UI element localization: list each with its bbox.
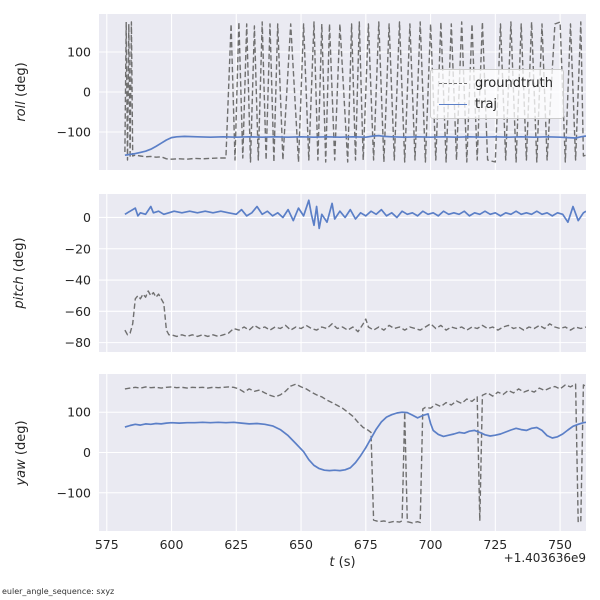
y-tick-label: −80 <box>65 335 91 350</box>
x-tick-label: 700 <box>419 537 443 552</box>
legend-label-groundtruth: groundtruth <box>475 76 554 91</box>
y-tick-label: 100 <box>67 405 91 420</box>
pitch-axis-label: pitch (deg) <box>11 193 29 353</box>
roll-axis-label-var: roll <box>14 101 29 122</box>
groundtruth-line <box>124 383 586 524</box>
groundtruth-line <box>124 290 586 338</box>
yaw-axis-label-var: yaw <box>14 459 29 486</box>
y-tick-label: 0 <box>83 445 91 460</box>
footer-note: euler_angle_sequence: sxyz <box>2 587 115 596</box>
traj-line <box>124 134 586 157</box>
x-axis-label-var: t <box>329 555 335 570</box>
pitch-axis-label-var: pitch <box>12 276 27 309</box>
yaw-axis-label-unit: (deg) <box>14 420 29 456</box>
traj-line <box>124 199 586 230</box>
x-axis-offset-label: +1.403636e9 <box>503 551 586 565</box>
y-tick-label: −100 <box>57 485 91 500</box>
x-axis-label: t (s) <box>282 555 403 570</box>
groundtruth-line-sample-icon <box>439 83 467 84</box>
y-tick-label: 100 <box>67 45 91 60</box>
x-axis-label-unit: (s) <box>338 555 356 570</box>
roll-axis-label: roll (deg) <box>13 12 31 172</box>
traj-line <box>124 411 586 472</box>
legend-label-traj: traj <box>475 97 498 112</box>
y-tick-label: 0 <box>83 210 91 225</box>
x-tick-label: 750 <box>548 537 572 552</box>
plot-background <box>99 194 586 352</box>
y-tick-label: −60 <box>65 304 91 319</box>
yaw-axis-label: yaw (deg) <box>13 373 31 533</box>
x-tick-label: 725 <box>483 537 507 552</box>
pitch-axis-label-unit: (deg) <box>12 237 27 273</box>
x-tick-label: 600 <box>160 537 184 552</box>
x-tick-label: 675 <box>354 537 378 552</box>
legend-item-groundtruth: groundtruth <box>439 76 553 91</box>
y-tick-label: −100 <box>57 125 91 140</box>
y-tick-label: −20 <box>65 241 91 256</box>
x-tick-label: 625 <box>224 537 248 552</box>
x-tick-label: 575 <box>95 537 119 552</box>
legend: groundtruth traj <box>430 69 565 119</box>
traj-line-sample-icon <box>439 104 467 105</box>
x-tick-label: 650 <box>289 537 313 552</box>
y-tick-label: −40 <box>65 273 91 288</box>
roll-axis-label-unit: (deg) <box>14 62 29 97</box>
legend-item-traj: traj <box>439 97 553 112</box>
y-tick-label: 0 <box>83 85 91 100</box>
